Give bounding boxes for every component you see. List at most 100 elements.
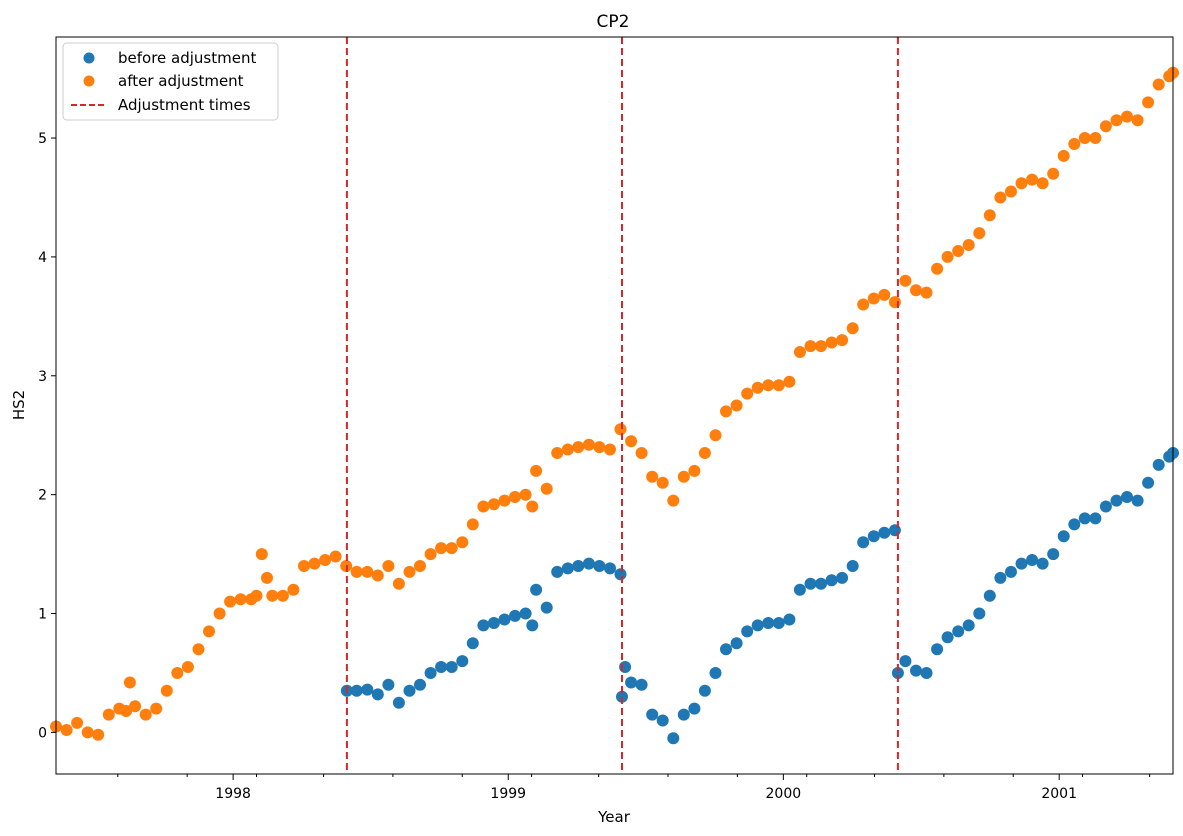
after-point-16	[203, 625, 215, 638]
legend-label-after: after adjustment	[118, 72, 244, 90]
before-point-45	[783, 613, 796, 626]
legend-marker-before	[83, 52, 95, 64]
after-point-86	[910, 284, 922, 297]
before-point-24	[582, 557, 595, 570]
after-point-109	[1152, 78, 1165, 91]
y-tick-label-0: 0	[38, 725, 47, 741]
after-point-19	[234, 593, 247, 606]
after-point-17	[213, 607, 226, 620]
after-point-52	[551, 447, 564, 459]
after-point-63	[667, 494, 680, 507]
after-point-22	[255, 548, 268, 561]
after-point-27	[298, 560, 310, 572]
after-point-104	[1099, 120, 1112, 133]
before-point-3	[371, 688, 384, 701]
before-point-32	[646, 708, 659, 721]
after-point-56	[593, 441, 606, 454]
before-point-60	[931, 643, 944, 656]
before-point-75	[1089, 512, 1102, 525]
before-point-27	[614, 568, 627, 581]
after-point-7	[120, 705, 133, 717]
legend-label-before: before adjustment	[118, 49, 256, 67]
after-point-48	[519, 488, 532, 501]
after-point-100	[1057, 149, 1070, 162]
after-point-36	[392, 577, 405, 590]
after-point-106	[1121, 110, 1133, 123]
legend-marker-after	[83, 75, 95, 87]
after-point-98	[1036, 177, 1049, 190]
before-point-23	[572, 560, 585, 572]
after-point-61	[646, 470, 659, 483]
before-point-48	[815, 577, 827, 590]
after-point-33	[361, 565, 374, 578]
before-point-79	[1131, 494, 1144, 507]
before-point-16	[509, 609, 521, 622]
after-point-107	[1131, 114, 1144, 127]
after-point-47	[509, 491, 521, 503]
before-point-80	[1142, 476, 1155, 489]
before-point-61	[941, 631, 954, 644]
after-point-94	[994, 191, 1007, 204]
after-point-24	[266, 589, 279, 602]
before-point-74	[1078, 512, 1091, 525]
before-point-56	[891, 667, 904, 679]
after-point-29	[319, 554, 332, 566]
before-point-68	[1015, 557, 1028, 570]
before-point-18	[526, 619, 539, 632]
before-point-42	[751, 619, 764, 632]
x-tick-label-2: 2000	[766, 786, 802, 802]
before-point-46	[793, 583, 806, 596]
after-point-65	[688, 464, 701, 477]
after-point-59	[625, 435, 638, 448]
y-tick-label-2: 2	[38, 488, 47, 504]
before-point-62	[952, 625, 965, 638]
after-point-55	[582, 438, 595, 451]
after-point-46	[498, 494, 511, 507]
after-point-58	[614, 423, 627, 436]
before-point-12	[466, 637, 479, 650]
after-point-23	[261, 571, 273, 584]
before-point-35	[677, 708, 690, 721]
before-point-64	[973, 607, 986, 620]
after-point-66	[698, 447, 711, 459]
before-point-33	[656, 714, 669, 727]
after-point-30	[329, 550, 342, 563]
before-point-22	[561, 562, 574, 575]
before-point-51	[846, 560, 859, 572]
after-point-97	[1026, 173, 1039, 186]
after-point-26	[287, 583, 300, 596]
after-point-87	[920, 286, 933, 299]
before-point-41	[741, 625, 754, 638]
after-point-84	[888, 296, 901, 309]
before-point-77	[1110, 494, 1123, 507]
after-point-4	[92, 728, 105, 741]
after-point-71	[751, 381, 764, 394]
after-point-13	[171, 667, 184, 679]
after-point-3	[81, 726, 94, 739]
before-point-14	[487, 617, 500, 629]
after-point-77	[815, 340, 827, 353]
before-point-37	[698, 684, 711, 697]
before-point-2	[361, 683, 374, 696]
before-point-17	[519, 607, 532, 620]
before-point-73	[1068, 518, 1081, 531]
before-point-71	[1047, 548, 1060, 561]
y-axis: 0 1 2 3 4 5	[38, 131, 56, 741]
after-point-95	[1005, 185, 1017, 198]
after-point-9	[129, 700, 142, 713]
before-point-8	[424, 667, 437, 679]
after-point-80	[846, 322, 859, 335]
after-point-1	[60, 724, 73, 736]
before-point-7	[414, 678, 426, 691]
after-point-12	[160, 684, 173, 697]
after-adjustment-series	[50, 66, 1179, 741]
y-tick-label-3: 3	[38, 369, 47, 385]
before-point-55	[888, 524, 901, 537]
after-point-101	[1068, 138, 1081, 150]
y-axis-title: HS2	[10, 390, 28, 420]
before-point-15	[498, 613, 511, 626]
after-point-105	[1110, 114, 1123, 127]
before-point-47	[804, 577, 817, 590]
before-point-11	[456, 655, 469, 668]
